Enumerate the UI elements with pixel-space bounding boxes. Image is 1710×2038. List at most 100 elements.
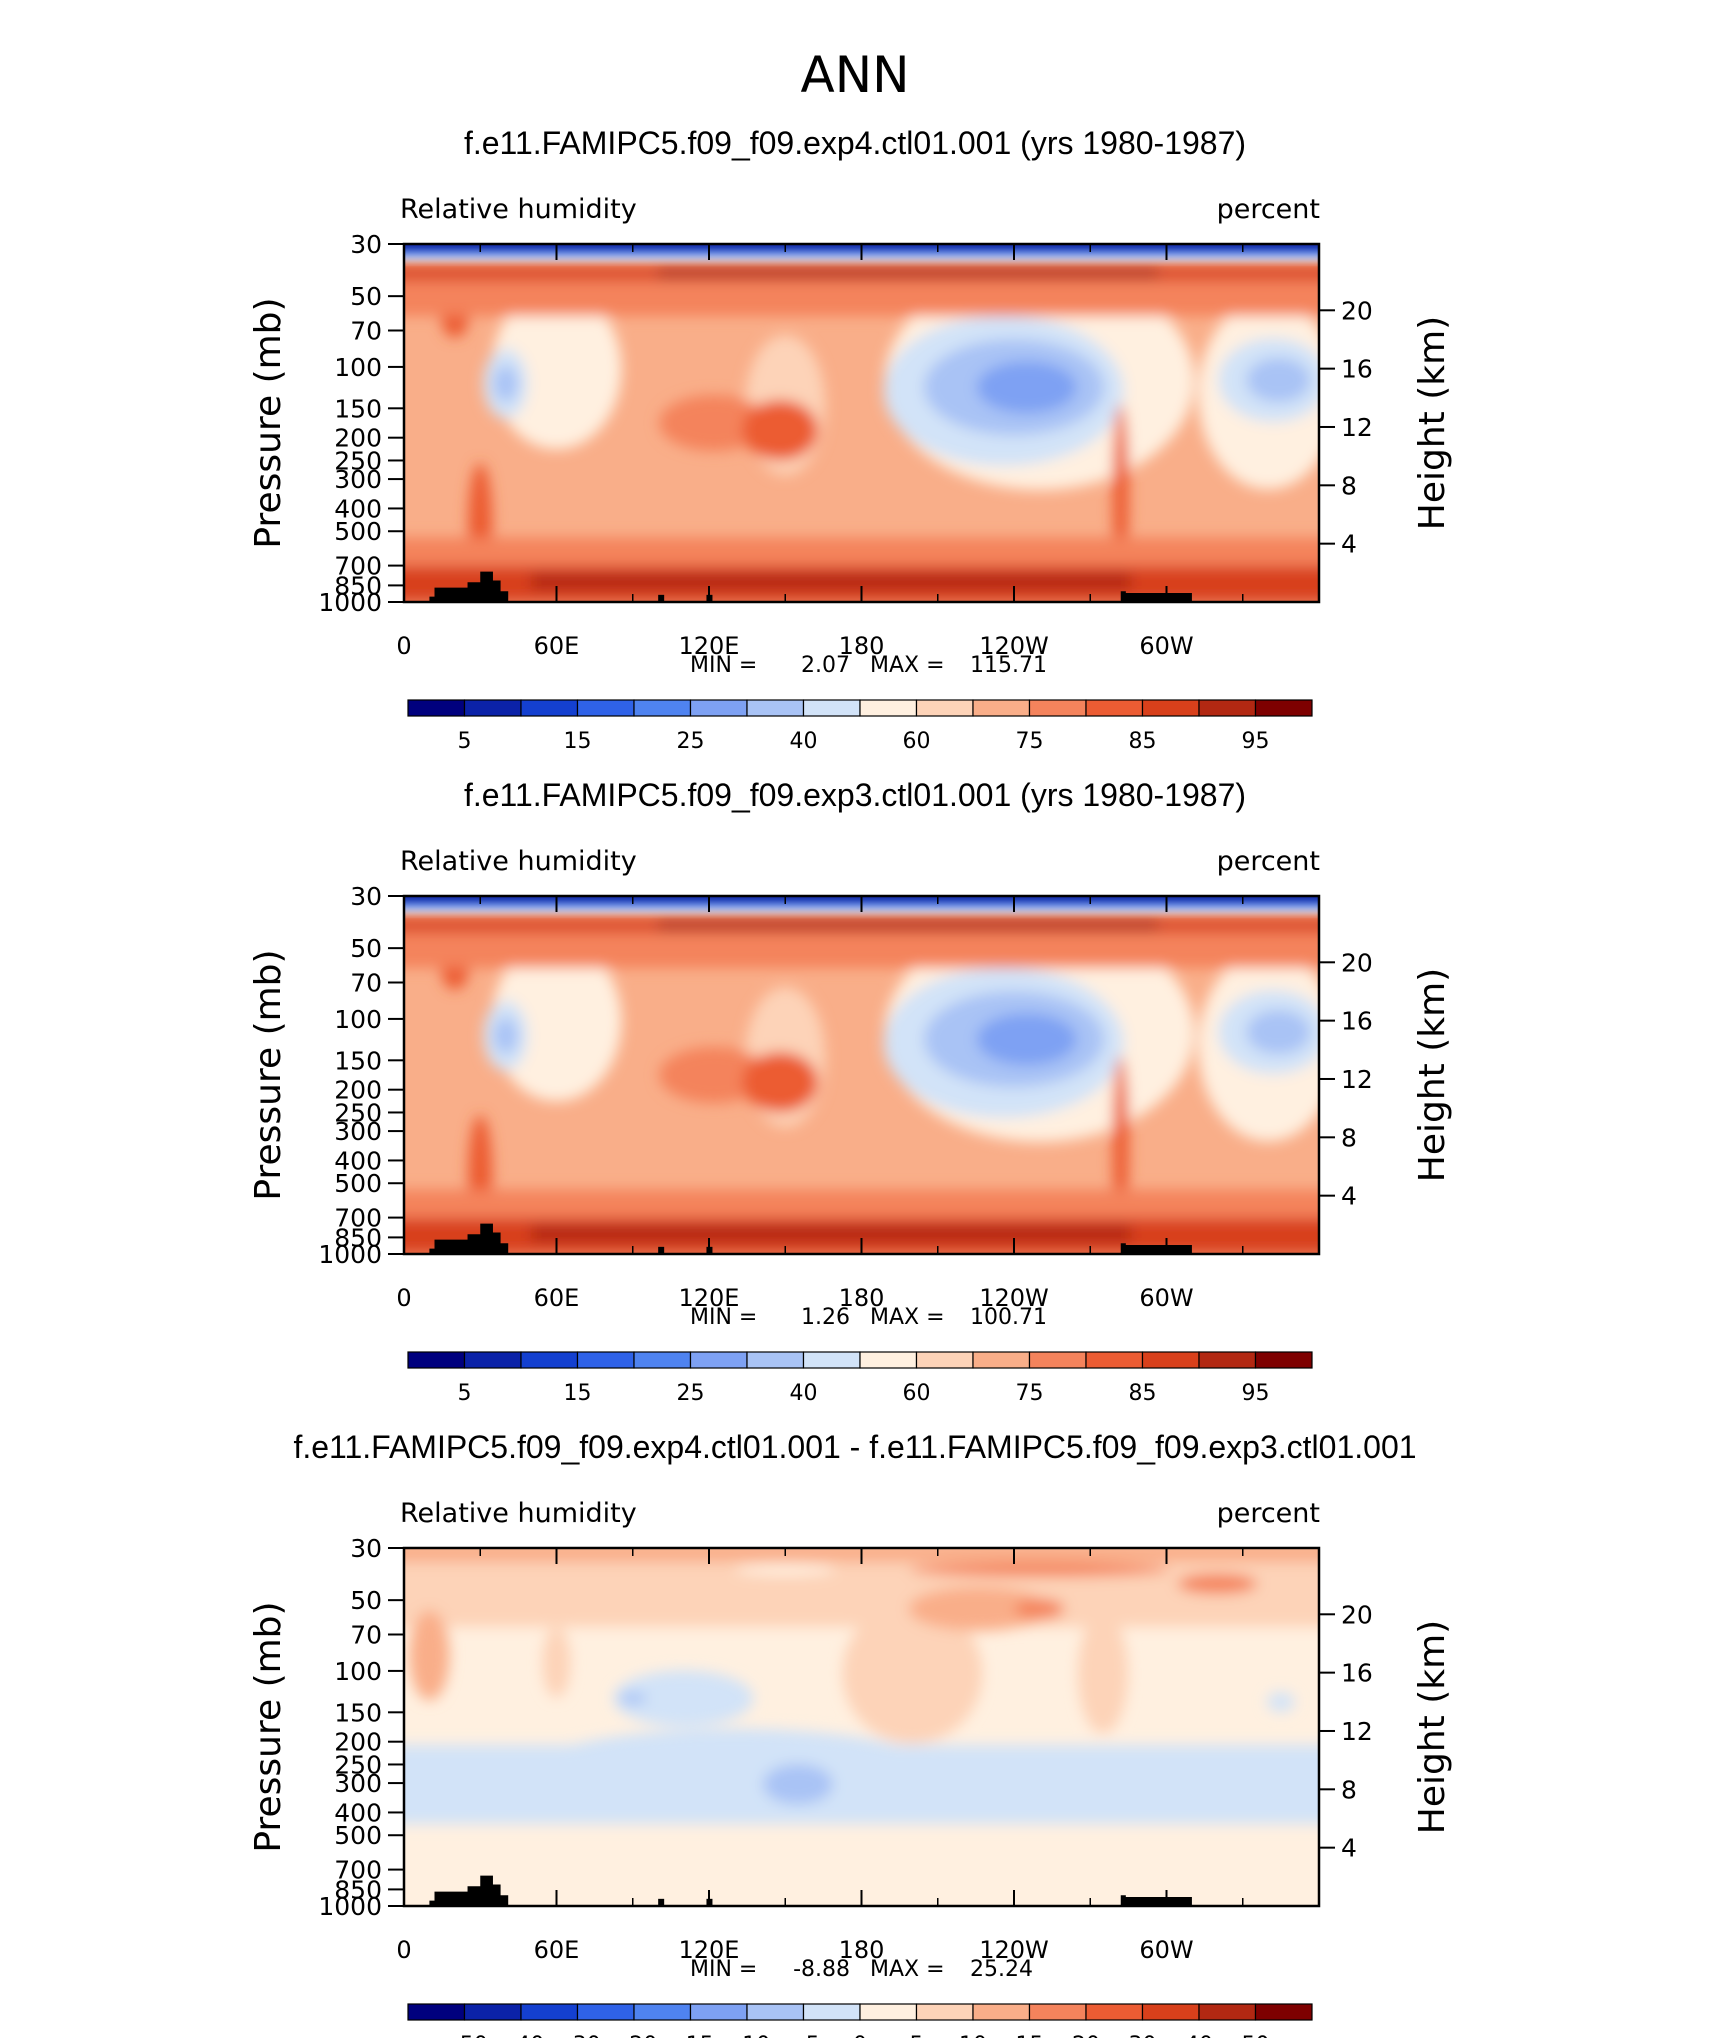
colorbar-swatch xyxy=(1198,2003,1257,2021)
x-tick-label: 180 xyxy=(839,1284,885,1312)
colorbar-swatch xyxy=(802,1351,861,1369)
height-tick-label: 16 xyxy=(1341,355,1373,384)
colorbar-label: 75 xyxy=(1016,1381,1044,1406)
colorbar-label: −30 xyxy=(554,2033,600,2038)
colorbar-label: 75 xyxy=(1016,729,1044,754)
colorbar-swatch xyxy=(1028,2003,1087,2021)
height-tick-label: 4 xyxy=(1341,1182,1357,1211)
pressure-tick-label: 500 xyxy=(334,1169,382,1198)
colorbar-swatch xyxy=(1085,699,1144,717)
colorbar-label: 15 xyxy=(564,729,592,754)
x-tick-label: 120W xyxy=(979,1936,1049,1964)
pressure-tick-label: 150 xyxy=(334,1698,382,1727)
pressure-tick-label: 250 xyxy=(334,1098,382,1127)
colorbar-label: 10 xyxy=(959,2033,987,2038)
x-tick-label: 0 xyxy=(396,1284,411,1312)
colorbar-swatch xyxy=(1254,1351,1313,1369)
colorbar-swatch xyxy=(915,2003,974,2021)
x-tick-label: 60W xyxy=(1139,1936,1193,1964)
stats-min-value: 2.07 xyxy=(801,653,850,678)
stats-min-label: MIN = xyxy=(690,1957,757,1982)
units-label: percent xyxy=(1217,1498,1320,1529)
colorbar-swatch xyxy=(463,2003,522,2021)
colorbar-label: 60 xyxy=(903,1381,931,1406)
stats-max-value: 100.71 xyxy=(970,1305,1047,1330)
colorbar-swatch xyxy=(576,699,635,717)
colorbar-swatch xyxy=(859,1351,918,1369)
x-tick-label: 120E xyxy=(679,1284,740,1312)
x-tick-label: 60E xyxy=(534,632,580,660)
height-tick-label: 16 xyxy=(1341,1007,1373,1036)
pressure-tick-label: 1000 xyxy=(318,1892,382,1921)
topography xyxy=(429,1223,1192,1254)
pressure-tick-label: 400 xyxy=(334,494,382,523)
colorbar-swatch xyxy=(972,2003,1031,2021)
colorbar-label: −40 xyxy=(498,2033,544,2038)
pressure-tick-label: 30 xyxy=(350,1534,382,1563)
panel-title: f.e11.FAMIPC5.f09_f09.exp4.ctl01.001 (yr… xyxy=(464,125,1246,161)
colorbar-swatch xyxy=(689,2003,748,2021)
pressure-tick-label: 700 xyxy=(334,552,382,581)
variable-label: Relative humidity xyxy=(400,194,637,225)
pressure-tick-label: 250 xyxy=(334,1750,382,1779)
stats-min-label: MIN = xyxy=(690,1305,757,1330)
chart-panel-3: f.e11.FAMIPC5.f09_f09.exp4.ctl01.001 - f… xyxy=(248,1429,1453,2038)
contour-field xyxy=(404,1548,1319,1906)
x-tick-label: 0 xyxy=(396,1936,411,1964)
colorbar-swatch xyxy=(407,2003,466,2021)
colorbar-swatch xyxy=(1141,2003,1200,2021)
pressure-tick-label: 200 xyxy=(334,1728,382,1757)
colorbar-swatch xyxy=(463,1351,522,1369)
x-tick-label: 60W xyxy=(1139,632,1193,660)
colorbar-label: 60 xyxy=(903,729,931,754)
colorbar-swatch xyxy=(520,699,579,717)
colorbar-swatch xyxy=(520,2003,579,2021)
y-axis-label-left: Pressure (mb) xyxy=(248,949,289,1200)
height-tick-label: 12 xyxy=(1341,413,1373,442)
pressure-tick-label: 200 xyxy=(334,1076,382,1105)
pressure-tick-label: 70 xyxy=(350,317,382,346)
colorbar-swatch xyxy=(1141,699,1200,717)
chart-panel-1: f.e11.FAMIPC5.f09_f09.exp4.ctl01.001 (yr… xyxy=(248,125,1453,754)
stats-max-label: MAX = xyxy=(870,653,945,678)
colorbar-swatch xyxy=(407,1351,466,1369)
colorbar-swatch xyxy=(1141,1351,1200,1369)
x-tick-label: 60E xyxy=(534,1284,580,1312)
height-tick-label: 4 xyxy=(1341,1834,1357,1863)
stats-max-value: 25.24 xyxy=(970,1957,1033,1982)
topography xyxy=(429,1875,1192,1906)
colorbar-label: 20 xyxy=(1072,2033,1100,2038)
pressure-tick-label: 300 xyxy=(334,465,382,494)
colorbar-label: −15 xyxy=(667,2033,713,2038)
contour-field xyxy=(404,896,1319,1254)
colorbar-swatch xyxy=(633,699,692,717)
height-tick-label: 20 xyxy=(1341,296,1373,325)
pressure-tick-label: 30 xyxy=(350,230,382,259)
pressure-tick-label: 50 xyxy=(350,934,382,963)
x-tick-label: 60E xyxy=(534,1936,580,1964)
colorbar-label: 95 xyxy=(1242,1381,1270,1406)
stats-min-value: 1.26 xyxy=(801,1305,850,1330)
x-tick-label: 120E xyxy=(679,632,740,660)
colorbar-swatch xyxy=(746,2003,805,2021)
colorbar-label: 30 xyxy=(1129,2033,1157,2038)
colorbar-swatch xyxy=(1198,1351,1257,1369)
colorbar-label: −5 xyxy=(787,2033,819,2038)
colorbar-swatch xyxy=(1028,1351,1087,1369)
colorbar-label: 25 xyxy=(677,1381,705,1406)
colorbar-label: 40 xyxy=(790,1381,818,1406)
colorbar-label: 0 xyxy=(853,2033,867,2038)
colorbar-label: 5 xyxy=(910,2033,924,2038)
height-tick-label: 20 xyxy=(1341,948,1373,977)
y-axis-label-right: Height (km) xyxy=(1412,968,1453,1182)
colorbar-swatch xyxy=(463,699,522,717)
colorbar-swatch xyxy=(802,2003,861,2021)
colorbar-swatch xyxy=(1085,2003,1144,2021)
colorbar-swatch xyxy=(1254,699,1313,717)
pressure-tick-label: 100 xyxy=(334,1657,382,1686)
x-tick-label: 60W xyxy=(1139,1284,1193,1312)
pressure-tick-label: 70 xyxy=(350,969,382,998)
y-axis-label-left: Pressure (mb) xyxy=(248,1601,289,1852)
height-tick-label: 12 xyxy=(1341,1065,1373,1094)
x-tick-label: 180 xyxy=(839,632,885,660)
